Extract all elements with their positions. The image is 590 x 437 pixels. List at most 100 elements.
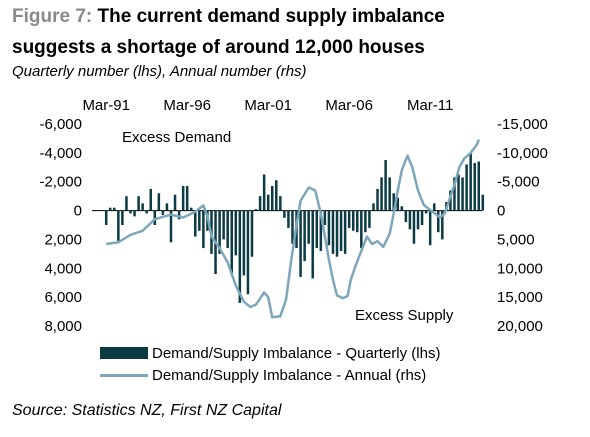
bar-quarterly (141, 203, 144, 211)
bar-quarterly (161, 210, 165, 215)
bar-quarterly (416, 210, 420, 230)
legend-label-quarterly: Demand/Supply Imbalance - Quarterly (lhs… (152, 344, 441, 362)
bar-quarterly (177, 210, 181, 220)
bar-quarterly (396, 197, 400, 211)
bar-quarterly (441, 210, 444, 240)
annual-line (106, 139, 480, 319)
bar-quarterly (189, 207, 193, 211)
left-tick-label: 0 (74, 203, 82, 220)
bar-quarterly (299, 210, 302, 277)
bar-quarterly (424, 210, 428, 214)
bar-quarterly (372, 203, 375, 211)
bar-quarterly (465, 164, 468, 211)
bar-quarterly (250, 210, 254, 257)
top-tick-label: Mar-91 (82, 97, 130, 114)
top-tick-label: Mar-96 (163, 97, 211, 114)
left-tick-label: -4,000 (39, 145, 82, 162)
bar-quarterly (420, 210, 424, 225)
bar-quarterly (270, 186, 274, 211)
bar-quarterly (453, 177, 456, 211)
bar-quarterly (380, 177, 383, 211)
quarterly-bars (104, 152, 485, 303)
top-tick-label: Mar-06 (325, 97, 373, 114)
bar-quarterly (408, 210, 412, 230)
bar-quarterly (437, 210, 440, 233)
bar-quarterly (351, 210, 355, 231)
bar-quarterly (169, 210, 173, 243)
bar-quarterly (477, 161, 481, 211)
figure-label: Figure 7: (12, 6, 93, 27)
top-tick-label: Mar-01 (244, 97, 292, 114)
right-tick-label: -15,000 (497, 116, 548, 133)
bar-quarterly (238, 210, 242, 303)
bar-quarterly (218, 210, 221, 254)
bar-quarterly (121, 210, 124, 225)
left-tick-label: 2,000 (44, 231, 82, 248)
bar-quarterly (165, 203, 169, 211)
bar-quarterly (242, 210, 246, 276)
bar-quarterly (129, 210, 132, 214)
bar-quarterly (108, 207, 112, 211)
bar-quarterly (331, 210, 335, 254)
bar-quarterly (230, 210, 233, 276)
bar-quarterly (461, 177, 464, 211)
bar-quarterly (117, 210, 120, 241)
legend-item-quarterly: Demand/Supply Imbalance - Quarterly (lhs… (100, 342, 440, 364)
left-tick-label: 8,000 (44, 318, 82, 335)
right-axis: -15,000 -10,000 -5,000 0 5,000 10,000 15,000 20… (497, 116, 548, 335)
bar-quarterly (323, 210, 327, 225)
bar-quarterly (125, 196, 128, 211)
bar-quarterly (319, 210, 323, 251)
right-tick-label: -10,000 (497, 145, 548, 162)
chart-title-line-2: suggests a shortage of around 12,000 hou… (12, 37, 425, 58)
bar-quarterly (145, 210, 148, 214)
bar-quarterly (364, 210, 367, 233)
bar-quarterly (339, 210, 343, 251)
left-tick-label: 4,000 (44, 260, 82, 277)
bar-quarterly (279, 196, 282, 211)
bar-quarterly (356, 210, 359, 233)
bar-quarterly (469, 152, 472, 211)
bar-quarterly (198, 210, 201, 231)
bar-quarterly (307, 210, 310, 244)
bar-quarterly (384, 160, 387, 211)
bar-quarterly (404, 210, 408, 223)
bar-quarterly (275, 180, 278, 211)
bar-quarterly (133, 210, 136, 217)
bar-quarterly (246, 210, 250, 295)
bar-quarterly (343, 210, 347, 254)
bar-quarterly (104, 210, 108, 225)
right-tick-label: 20,000 (497, 318, 543, 335)
bar-quarterly (360, 210, 363, 249)
bar-quarterly (113, 207, 116, 211)
bar-quarterly (149, 188, 152, 211)
top-tick-label: Mar-11 (407, 97, 453, 114)
bar-quarterly (428, 210, 432, 246)
right-tick-label: -5,000 (497, 174, 540, 191)
title-text-1: The current demand supply imbalance (97, 6, 445, 27)
bar-quarterly (181, 186, 185, 211)
bar-quarterly (457, 174, 460, 211)
bar-quarterly (347, 210, 351, 228)
bar-quarterly (473, 162, 476, 211)
bar-quarterly (315, 210, 319, 249)
source-note: Source: Statistics NZ, First NZ Capital (12, 402, 282, 419)
bar-quarterly (222, 210, 225, 240)
left-tick-label: -6,000 (39, 116, 82, 133)
bar-quarterly (153, 210, 157, 225)
bar-quarterly (388, 177, 391, 211)
bar-quarterly (303, 210, 306, 262)
bar-quarterly (412, 210, 416, 244)
chart-subtitle: Quarterly number (lhs), Annual number (r… (12, 63, 307, 80)
left-tick-label: -2,000 (39, 174, 82, 191)
bar-quarterly (376, 188, 379, 211)
bar-quarterly (287, 210, 290, 228)
bar-quarterly (392, 193, 395, 211)
bar-quarterly (226, 210, 229, 249)
annotation-excess-demand: Excess Demand (122, 129, 231, 146)
bar-quarterly (311, 210, 314, 279)
bar-quarterly (291, 210, 294, 244)
bar-quarterly (368, 210, 371, 228)
legend-label-annual: Demand/Supply Imbalance - Annual (rhs) (152, 366, 427, 384)
